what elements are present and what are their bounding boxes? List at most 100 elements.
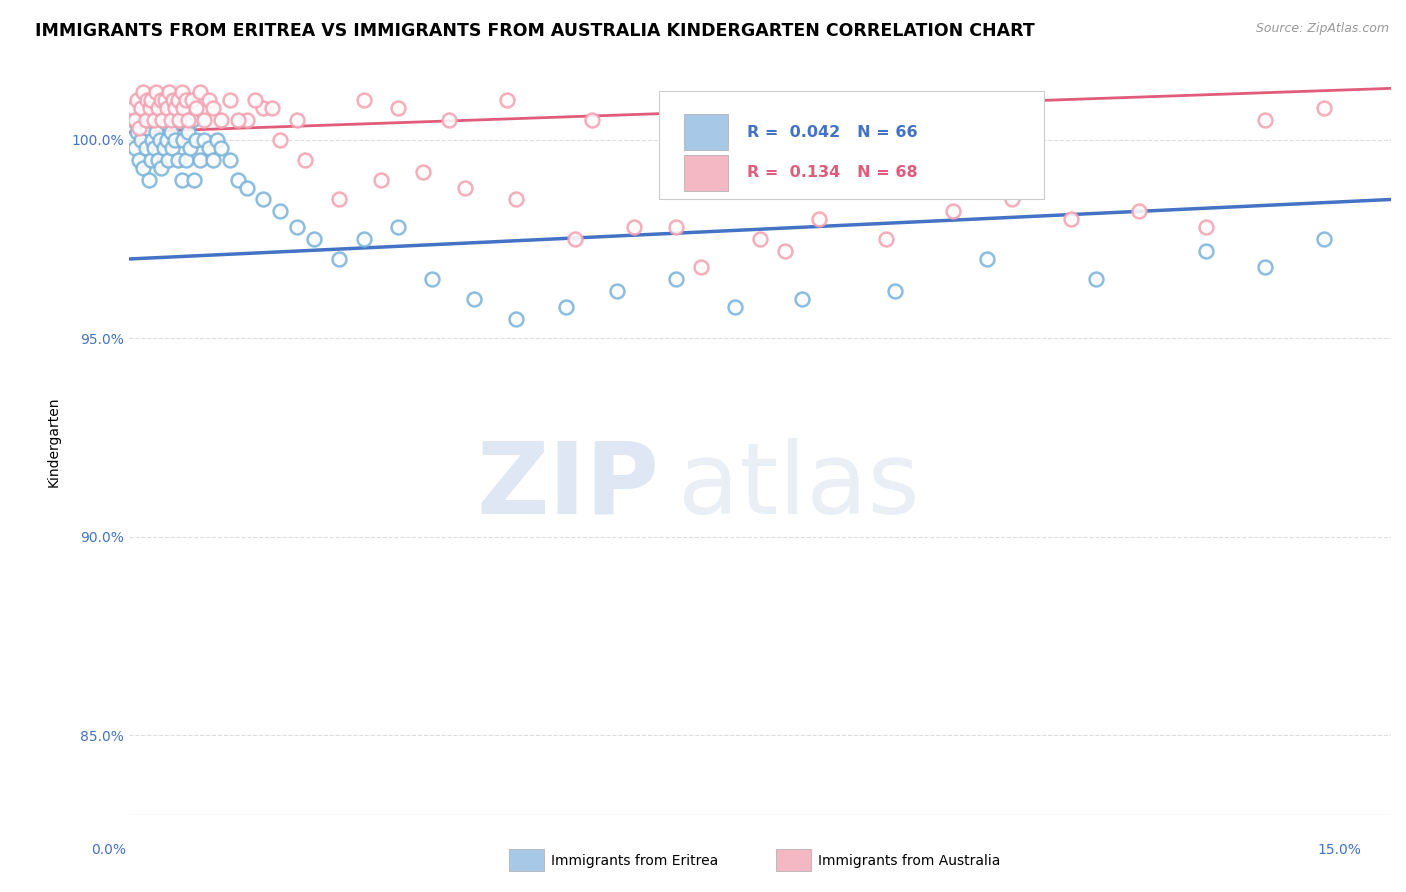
Point (122, 101, 145, 115)
Point (437, 113, 460, 128)
Point (269, 204, 291, 219)
Point (505, 193, 527, 207)
Point (226, 172, 249, 186)
Point (412, 164, 434, 178)
Text: 15.0%: 15.0% (1317, 843, 1361, 857)
Point (127, 125, 149, 139)
Point (505, 311, 527, 326)
Point (176, 113, 198, 128)
Text: R =  0.042   N = 66: R = 0.042 N = 66 (747, 125, 918, 140)
Point (790, 292, 813, 306)
Point (235, 113, 257, 128)
Point (149, 161, 172, 175)
Point (124, 113, 146, 128)
Point (167, 113, 190, 128)
Point (209, 141, 232, 155)
Point (131, 133, 153, 147)
Point (145, 125, 167, 139)
Point (141, 93, 163, 107)
Point (170, 86, 193, 100)
Point (252, 193, 274, 207)
Point (153, 93, 176, 107)
Point (883, 284, 905, 298)
Point (1312, 101, 1334, 115)
Point (180, 113, 202, 128)
Point (269, 133, 291, 147)
Point (132, 161, 155, 175)
Point (1085, 272, 1108, 286)
Point (252, 101, 274, 115)
Point (328, 252, 350, 266)
Point (193, 133, 215, 147)
Point (135, 113, 157, 128)
Point (235, 180, 257, 194)
Point (437, 113, 460, 128)
Text: ZIP: ZIP (477, 438, 659, 535)
Point (197, 93, 219, 107)
Point (1195, 244, 1218, 258)
Point (387, 220, 409, 235)
Point (127, 93, 149, 107)
Point (505, 193, 527, 207)
Point (127, 93, 149, 107)
Point (166, 93, 188, 107)
Text: Source: ZipAtlas.com: Source: ZipAtlas.com (1256, 22, 1389, 36)
Point (353, 93, 375, 107)
Point (145, 125, 167, 139)
Point (269, 133, 291, 147)
Point (1128, 204, 1150, 219)
Point (163, 133, 186, 147)
Text: Immigrants from Australia: Immigrants from Australia (818, 854, 1001, 868)
Point (243, 93, 266, 107)
Point (370, 172, 392, 186)
Point (149, 133, 172, 147)
Point (1001, 193, 1024, 207)
Point (243, 93, 266, 107)
Point (1060, 212, 1083, 227)
Point (209, 113, 232, 128)
Point (131, 133, 153, 147)
Point (496, 93, 519, 107)
Point (555, 300, 578, 314)
Point (197, 141, 219, 155)
Point (124, 113, 146, 128)
Point (252, 193, 274, 207)
Point (285, 113, 308, 128)
Point (162, 141, 184, 155)
Point (150, 113, 173, 128)
Point (143, 113, 166, 128)
Point (188, 153, 211, 167)
Point (387, 101, 409, 115)
Point (193, 113, 215, 128)
Bar (685, 155, 728, 191)
Point (139, 113, 162, 128)
Point (172, 101, 194, 115)
Point (176, 113, 198, 128)
Point (665, 220, 688, 235)
Text: atlas: atlas (678, 438, 920, 535)
Point (163, 101, 186, 115)
Point (942, 204, 965, 219)
Point (188, 86, 211, 100)
Point (128, 121, 150, 136)
Point (128, 101, 150, 115)
Point (269, 204, 291, 219)
Point (138, 172, 160, 186)
Point (209, 141, 232, 155)
Point (454, 180, 477, 194)
Point (155, 133, 177, 147)
Point (773, 244, 796, 258)
Point (976, 252, 998, 266)
Point (163, 101, 186, 115)
Point (176, 125, 198, 139)
Point (136, 121, 159, 136)
Point (420, 272, 443, 286)
Point (1312, 232, 1334, 246)
Point (197, 93, 219, 107)
Point (201, 153, 224, 167)
Point (131, 101, 153, 115)
Point (149, 93, 172, 107)
Point (148, 101, 170, 115)
Point (149, 133, 172, 147)
Point (235, 113, 257, 128)
